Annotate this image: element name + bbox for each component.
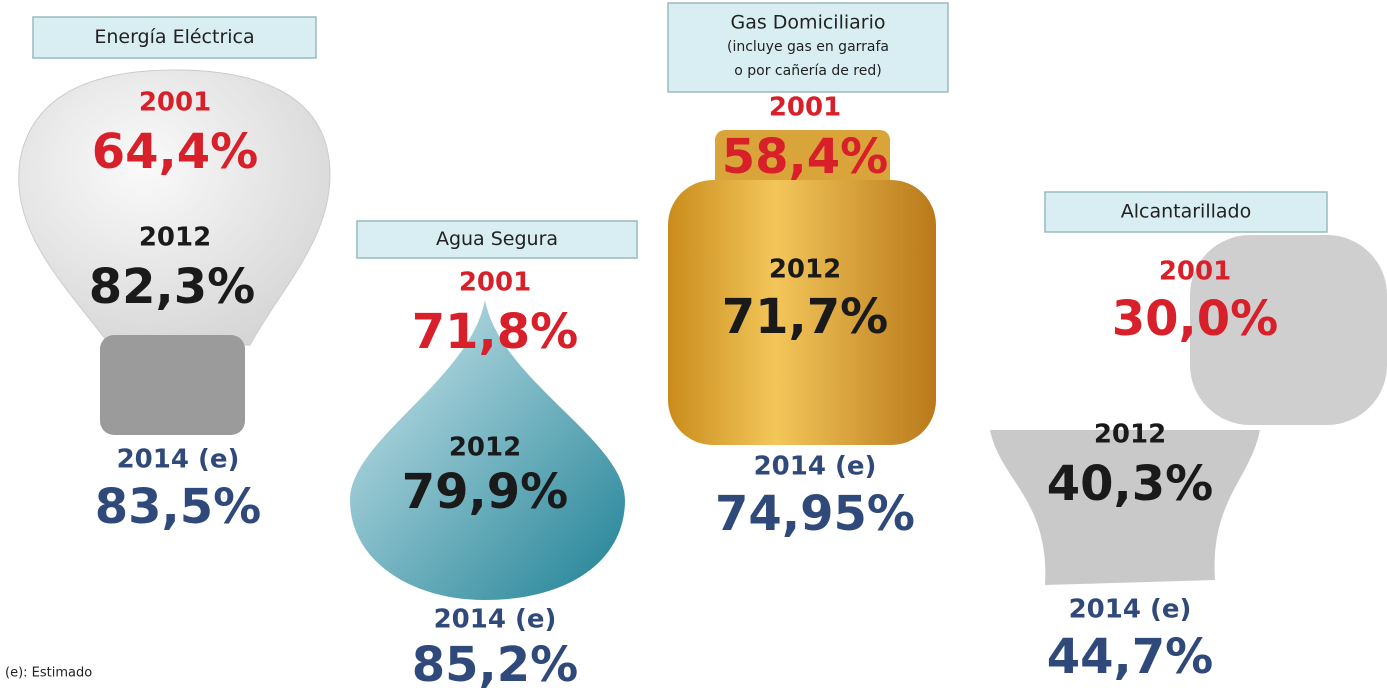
panel-label: o por cañería de red)	[734, 63, 881, 79]
panel-label: Energía Eléctrica	[94, 26, 254, 48]
coverage-value: 83,5%	[95, 479, 262, 535]
year-label: 2012	[1094, 420, 1166, 450]
coverage-value: 85,2%	[412, 637, 579, 688]
year-label: 2012	[449, 433, 521, 463]
year-label: 2001	[1159, 257, 1231, 287]
coverage-value: 71,7%	[722, 289, 889, 345]
coverage-value: 71,8%	[412, 304, 579, 360]
year-label: 2001	[139, 88, 211, 118]
infographic: Energía Eléctrica 2001 64,4% 2012 82,3% 2014 …	[0, 0, 1387, 688]
bulb-base	[100, 335, 245, 435]
panel-label: Gas Domiciliario	[731, 12, 886, 34]
panel-label: Agua Segura	[436, 228, 558, 250]
coverage-value: 74,95%	[715, 486, 915, 542]
year-label: 2014 (e)	[117, 445, 240, 475]
panel-label: (incluye gas en garrafa	[727, 39, 889, 55]
year-label: 2012	[139, 223, 211, 253]
coverage-value: 44,7%	[1047, 629, 1214, 685]
coverage-value: 82,3%	[89, 259, 256, 315]
year-label: 2012	[769, 255, 841, 285]
year-label: 2014 (e)	[1069, 595, 1192, 625]
footnote: (e): Estimado	[5, 666, 92, 681]
year-label: 2001	[459, 268, 531, 298]
coverage-value: 58,4%	[722, 129, 889, 185]
panel-label: Alcantarillado	[1121, 201, 1251, 223]
year-label: 2014 (e)	[754, 452, 877, 482]
year-label: 2001	[769, 93, 841, 123]
coverage-value: 64,4%	[92, 124, 259, 180]
coverage-value: 79,9%	[402, 464, 569, 520]
year-label: 2014 (e)	[434, 605, 557, 635]
coverage-value: 40,3%	[1047, 456, 1214, 512]
coverage-value: 30,0%	[1112, 291, 1279, 347]
